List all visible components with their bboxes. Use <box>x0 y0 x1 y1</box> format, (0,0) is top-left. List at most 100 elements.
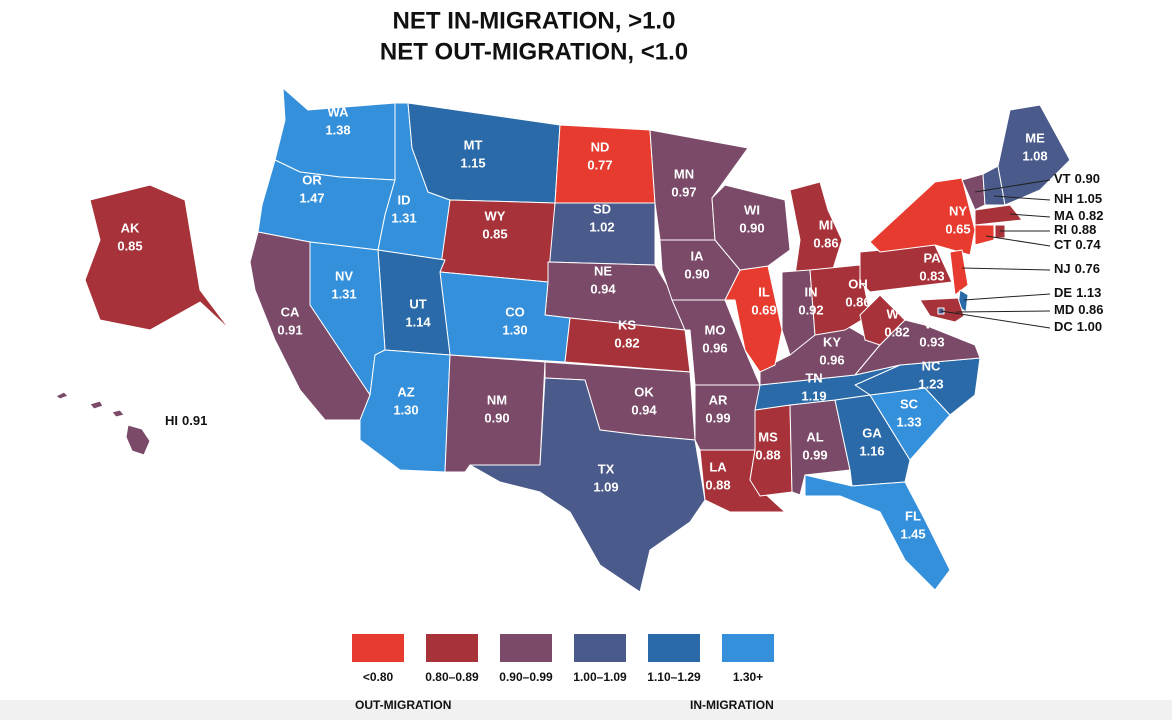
legend-label: 1.00–1.09 <box>573 670 627 684</box>
state-value: 0.90 <box>484 410 509 425</box>
state-value: 0.86 <box>1078 302 1103 317</box>
state-abbr: NJ <box>1054 261 1071 276</box>
state-shape <box>869 177 976 256</box>
state-abbr: VA <box>923 316 941 331</box>
state-value: 1.23 <box>918 376 943 391</box>
leader-line <box>961 267 1051 271</box>
state-abbr: NH <box>1054 191 1073 206</box>
leader-line <box>963 293 1051 301</box>
state-value: 1.47 <box>299 190 324 205</box>
state-value: 0.97 <box>671 184 696 199</box>
state-abbr: ND <box>591 139 610 154</box>
state-abbr: NE <box>594 263 612 278</box>
state-abbr: IL <box>758 284 770 299</box>
state-abbr: PA <box>923 250 941 265</box>
state-abbr: NY <box>949 203 967 218</box>
state-abbr: MN <box>674 166 694 181</box>
state-value: 0.88 <box>1071 222 1096 237</box>
state-value: 0.88 <box>755 447 780 462</box>
legend-swatch <box>722 634 774 662</box>
state-abbr: ME <box>1025 130 1045 145</box>
state-abbr: CO <box>505 304 525 319</box>
state-abbr: KS <box>618 317 636 332</box>
state-value: 1.16 <box>859 443 884 458</box>
leader-line <box>955 310 1051 313</box>
state-value: 0.83 <box>919 268 944 283</box>
state-abbr: SC <box>900 396 919 411</box>
state-abbr: CA <box>281 304 300 319</box>
state-value: 0.94 <box>590 281 616 296</box>
state-abbr: HI <box>165 413 178 428</box>
state-value: 0.82 <box>884 324 909 339</box>
state-value: 0.82 <box>1078 208 1103 223</box>
state-abbr: SD <box>593 201 611 216</box>
state-value: 1.00 <box>1077 319 1102 334</box>
state-shape <box>809 264 871 336</box>
legend-label: 0.80–0.89 <box>425 670 479 684</box>
state-abbr: WA <box>328 104 350 119</box>
state-value: 0.91 <box>277 322 302 337</box>
state-abbr: UT <box>409 296 426 311</box>
state-labels: WA 1.38 OR 1.47 ID 1.31 MT 1.15 ND 0.77 SD 1.02 WY 0.… <box>117 104 1103 541</box>
state-abbr: ID <box>398 192 411 207</box>
state-abbr: TN <box>805 370 822 385</box>
leader-line <box>985 235 1051 247</box>
legend-swatch <box>352 634 404 662</box>
state-label: HI 0.91 <box>165 413 207 428</box>
state-value: 0.99 <box>705 410 730 425</box>
state-value: 0.90 <box>1075 171 1100 186</box>
state-abbr: DC <box>1054 319 1073 334</box>
state-abbr: LA <box>709 459 727 474</box>
state-shape <box>854 319 981 376</box>
legend-left-label: OUT-MIGRATION <box>355 698 451 712</box>
state-abbr: OK <box>634 384 654 399</box>
state-shape <box>974 204 1023 226</box>
state-label: NJ 0.76 <box>1054 261 1100 276</box>
state-abbr: MA <box>1054 208 1075 223</box>
state-abbr: AR <box>709 392 728 407</box>
state-abbr: IN <box>805 284 818 299</box>
state-abbr: GA <box>862 425 882 440</box>
legend-swatch <box>648 634 700 662</box>
state-label: DC 1.00 <box>1054 319 1102 334</box>
state-abbr: MI <box>819 217 833 232</box>
state-value: 0.76 <box>1075 261 1100 276</box>
state-shape <box>789 181 843 276</box>
state-abbr: NC <box>922 358 941 373</box>
state-label: DE 1.13 <box>1054 285 1101 300</box>
state-abbr: DE <box>1054 285 1072 300</box>
state-abbr: WV <box>887 306 908 321</box>
state-value: 1.31 <box>331 286 356 301</box>
state-value: 0.96 <box>819 352 844 367</box>
state-value: 1.05 <box>1077 191 1102 206</box>
state-value: 0.77 <box>587 157 612 172</box>
legend-swatch <box>574 634 626 662</box>
state-value: 0.90 <box>739 220 764 235</box>
state-value: 0.86 <box>845 294 870 309</box>
state-abbr: TX <box>598 461 615 476</box>
state-value: 0.99 <box>802 447 827 462</box>
state-value: 1.19 <box>801 388 826 403</box>
state-shape <box>974 224 995 246</box>
state-abbr: AK <box>121 220 140 235</box>
state-value: 1.09 <box>593 479 618 494</box>
state-abbr: CT <box>1054 237 1071 252</box>
state-value: 0.65 <box>945 221 970 236</box>
state-value: 1.33 <box>896 414 921 429</box>
states <box>55 87 1071 593</box>
legend: OUT-MIGRATION IN-MIGRATION <0.80 0.80–0.8… <box>352 634 774 712</box>
state-abbr: VT <box>1054 171 1071 186</box>
state-value: 0.82 <box>614 335 639 350</box>
state-abbr: AL <box>806 429 823 444</box>
state-value: 1.30 <box>502 322 527 337</box>
legend-label: 1.30+ <box>733 670 763 684</box>
state-shape <box>407 102 561 204</box>
state-abbr: MD <box>1054 302 1074 317</box>
legend-label: <0.80 <box>363 670 394 684</box>
state-abbr: NV <box>335 268 353 283</box>
state-abbr: KY <box>823 334 841 349</box>
state-value: 0.74 <box>1075 237 1101 252</box>
state-abbr: OR <box>302 172 322 187</box>
state-value: 0.69 <box>751 302 776 317</box>
